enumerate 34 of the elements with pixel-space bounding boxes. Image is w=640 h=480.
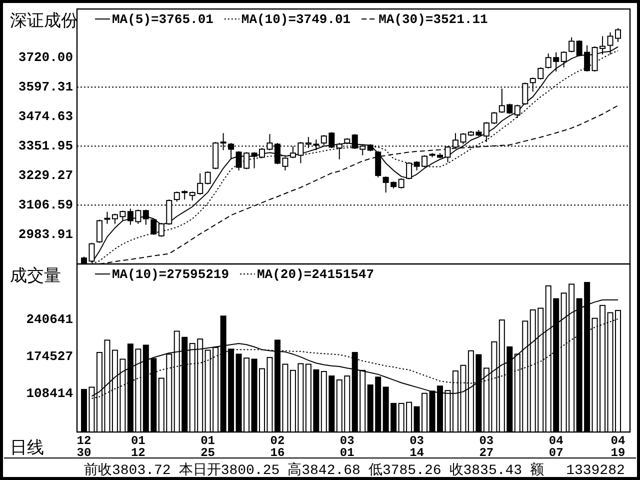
x-tick-label: 02 16 [270,434,285,460]
text: 前收3803.72 [84,462,171,479]
y-tick-label: 2983.91 [18,227,74,242]
y-tick-label: 3597.31 [18,80,74,95]
legend-label: MA(5)=3765.01 [112,12,214,27]
x-tick-label: 01 25 [200,434,216,460]
y-tick-label: 3351.95 [18,138,74,154]
legend-label: MA(30)=3521.11 [378,12,488,27]
text: 额 [530,462,544,479]
x-tick-label: 03 27 [479,434,494,460]
text: 本日开3800.25 [178,462,280,479]
text: 高3842.68 [288,462,360,479]
y-tick-label: 3229.27 [18,168,73,184]
y-tick-label: 108414 [26,386,74,402]
legend-label: MA(10)=3749.01 [241,12,351,27]
y-tick-label: 3106.59 [18,198,74,213]
x-tick-label: 12 30 [76,434,92,460]
y-tick-label: 3720.00 [18,50,74,66]
x-tick-label: 04 07 [548,434,564,460]
legend-label: MA(10)=27595219 [112,267,230,282]
x-tick-label: 03 14 [410,434,424,460]
x-axis-title: 日线 [10,438,44,457]
text: 低3785.26 [368,462,442,479]
text: 1339282 [566,463,625,479]
y-tick-label: 174527 [26,349,73,364]
legend-label: MA(20)=24151547 [257,267,374,282]
x-tick-label: 01 12 [130,434,146,460]
y-tick-label: 240641 [26,312,74,328]
y-tick-label: 3474.63 [18,109,74,124]
text: 收3835.43 [449,462,522,479]
chart-title: 成交量 [10,266,61,285]
chart-title: 深证成份 [10,11,78,30]
x-tick-label: 03 01 [340,434,354,460]
x-tick-label: 04 19 [610,434,626,460]
